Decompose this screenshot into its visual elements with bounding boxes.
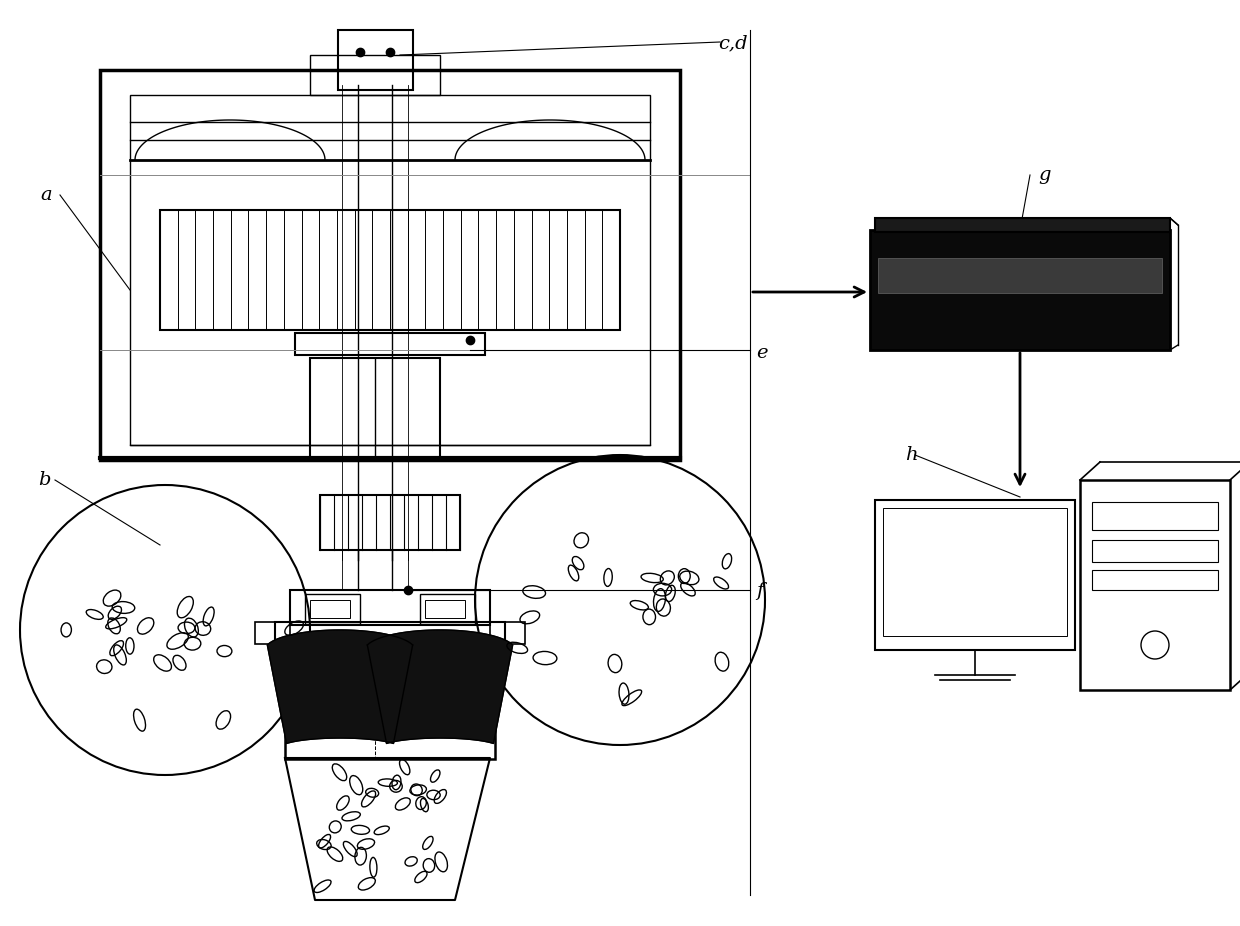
Bar xyxy=(275,646,505,664)
Bar xyxy=(310,600,350,618)
Bar xyxy=(290,590,490,625)
Text: h: h xyxy=(905,446,918,464)
Bar xyxy=(878,258,1162,293)
Polygon shape xyxy=(367,630,512,744)
Text: a: a xyxy=(40,186,52,204)
Bar xyxy=(1092,540,1218,562)
Bar xyxy=(875,218,1171,232)
Polygon shape xyxy=(268,630,413,744)
Bar xyxy=(490,622,525,644)
Bar xyxy=(1080,480,1230,690)
Bar xyxy=(100,70,680,460)
Bar xyxy=(275,622,505,647)
Text: c,d: c,d xyxy=(718,34,748,52)
Bar xyxy=(883,508,1066,636)
Bar xyxy=(425,600,465,618)
Bar xyxy=(1092,570,1218,590)
Text: e: e xyxy=(756,344,768,362)
Text: g: g xyxy=(1038,166,1050,184)
Bar xyxy=(420,594,475,624)
Bar xyxy=(310,55,440,95)
Bar xyxy=(255,622,290,644)
Bar xyxy=(305,594,360,624)
Bar xyxy=(875,500,1075,650)
Bar xyxy=(285,644,495,759)
Bar xyxy=(870,230,1171,350)
Bar xyxy=(310,358,440,458)
Bar xyxy=(1092,502,1218,530)
Bar xyxy=(320,495,460,550)
Bar xyxy=(295,333,485,355)
Bar xyxy=(339,30,413,90)
Bar xyxy=(130,95,650,445)
Text: b: b xyxy=(38,471,51,489)
Bar xyxy=(160,210,620,330)
Text: f: f xyxy=(756,582,764,600)
